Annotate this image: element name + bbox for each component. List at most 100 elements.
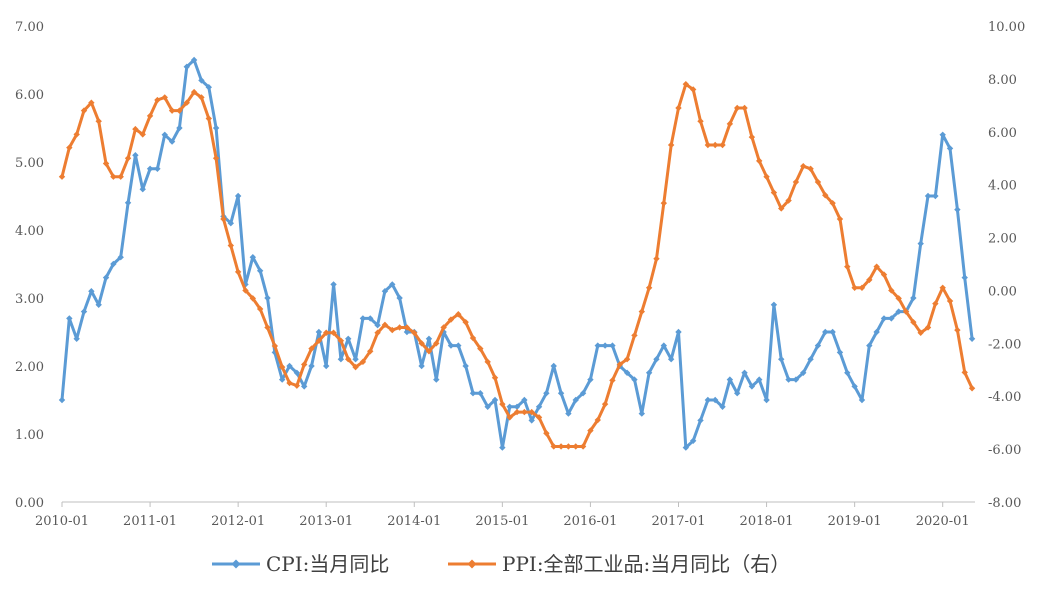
ppi-data-point [873,263,880,270]
y-left-tick-label: 3.00 [15,292,44,307]
cpi-data-point [477,390,484,397]
cpi-data-point [792,376,800,383]
y-left-tick-label: 1.00 [15,428,44,443]
cpi-data-point [807,356,814,363]
ppi-data-point [433,340,440,347]
ppi-data-point [234,268,242,276]
x-tick-label: 2019-01 [828,514,882,529]
ppi-data-point [264,324,271,331]
cpi-data-point [330,281,337,288]
cpi-data-point [711,396,719,404]
cpi-data-point [323,362,330,370]
ppi-data-point [132,125,139,133]
y-right-tick-label: 8.00 [988,73,1017,88]
ppi-data-point [756,157,763,165]
cpi-data-point [638,410,645,417]
ppi-data-point [866,276,873,284]
x-tick-label: 2017-01 [651,514,705,529]
cpi-data-point [829,328,836,336]
cpi-data-point [946,145,954,152]
ppi-data-point [521,408,528,416]
cpi-data-point [278,376,286,383]
ppi-data-point [829,199,836,207]
ppi-data-point [418,340,425,347]
cpi-data-point [293,369,301,376]
ppi-data-point [932,300,939,307]
cpi-data-point [734,390,741,397]
legend-marker-cpi [231,559,241,569]
ppi-data-point [381,321,389,329]
cpi-data-point [645,369,653,376]
ppi-data-point [183,99,190,106]
ppi-data-point [535,414,543,421]
cpi-data-point [396,294,403,302]
cpi-data-point [660,342,668,349]
cpi-data-point [132,152,139,159]
ppi-data-point [66,144,73,151]
ppi-data-point [176,107,183,114]
ppi-data-point [161,94,168,101]
cpi-data-point [286,362,293,370]
ppi-data-point [719,141,726,149]
cpi-data-point [66,315,73,322]
cpi-data-point [697,417,704,424]
ppi-data-point [411,329,418,336]
ppi-data-point [227,242,235,249]
cpi-data-point [146,165,154,172]
x-tick-label: 2016-01 [563,514,617,529]
cpi-data-point [190,56,198,64]
cpi-data-point [139,186,146,193]
ppi-data-point [212,155,220,162]
ppi-data-point [462,318,469,326]
ppi-data-point [293,382,301,389]
ppi-data-point [484,358,491,366]
cpi-data-point [572,396,579,404]
cpi-data-point [183,63,190,70]
ppi-data-point [587,427,594,434]
ppi-data-point [814,178,822,186]
ppi-data-point [726,120,734,128]
ppi-data-point [697,118,704,125]
ppi-data-point [675,104,682,112]
ppi-data-point [711,141,719,149]
cpi-data-point [844,369,851,376]
ppi-data-point [910,318,917,326]
cpi-data-point [880,315,888,322]
ppi-data-point [425,348,433,355]
ppi-data-point [748,133,756,141]
ppi-data-point [858,284,866,291]
cpi-data-point [352,356,359,363]
ppi-data-point [249,295,257,302]
cpi-data-point [367,315,374,322]
cpi-data-point [315,328,323,336]
cpi-data-point [256,267,264,274]
cpi-data-point [455,342,462,349]
y-right-tick-label: 6.00 [988,126,1017,141]
cpi-data-point [719,403,726,410]
cpi-data-point [154,165,161,172]
ppi-data-point [242,287,249,294]
ppi-data-point [961,369,968,376]
cpi-data-point [462,362,469,370]
cpi-data-point [667,356,675,363]
cpi-data-point [557,390,565,397]
cpi-data-point [418,362,425,370]
ppi-data-point [631,332,638,339]
ppi-data-point [102,160,110,167]
cpi-data-point [579,390,587,397]
cpi-data-point [506,403,513,410]
ppi-data-point [579,443,587,450]
ppi-data-point [117,173,124,180]
y-right-tick-label: 2.00 [988,232,1017,247]
ppi-data-point [660,199,668,207]
y-right-tick-label: -8.00 [988,496,1021,511]
cpi-data-point [932,192,939,200]
cpi-data-point [763,396,770,404]
ppi-data-point [477,345,484,352]
ppi-data-point [667,141,675,149]
cpi-data-point [785,376,792,383]
legend-label-cpi: CPI:当月同比 [266,552,389,576]
cpi-data-point [543,390,550,397]
cpi-data-point [80,308,88,315]
